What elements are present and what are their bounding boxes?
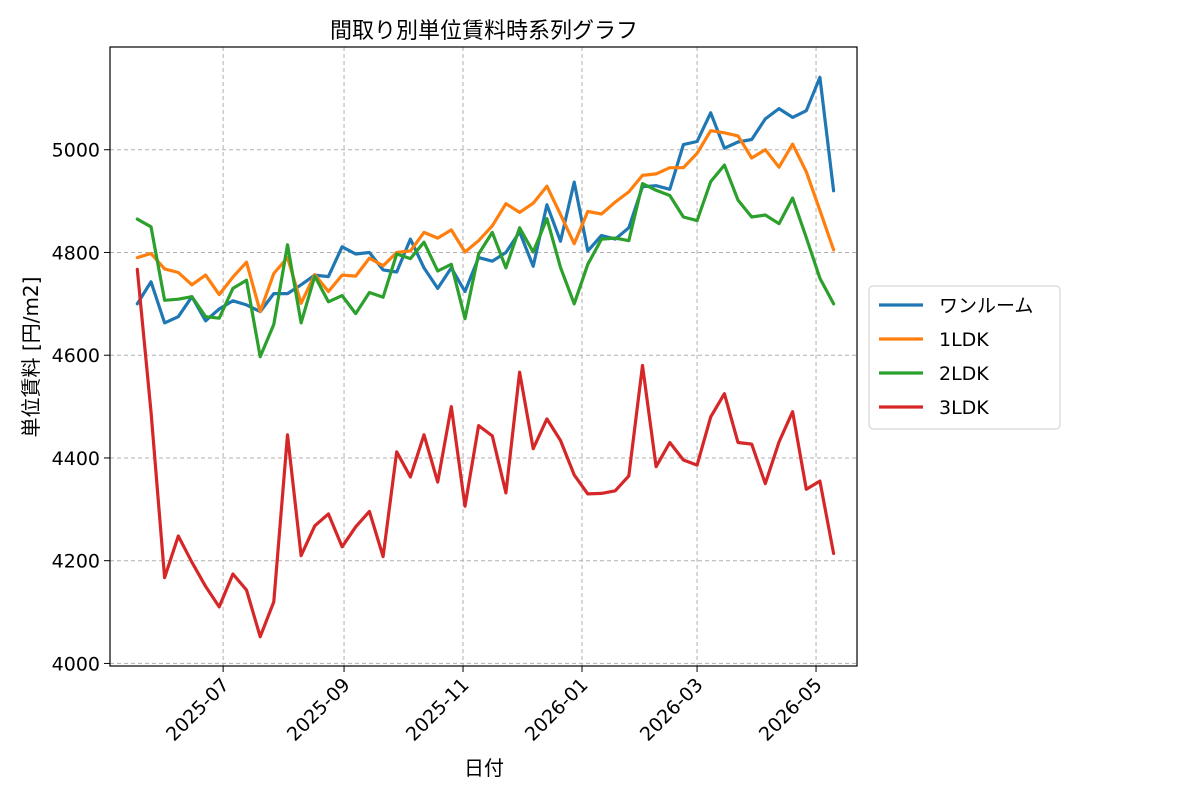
x-tick-label: 2026-05 [755,674,827,746]
y-tick-label: 4600 [52,345,100,367]
legend-box [868,285,1061,430]
plot-frame [109,46,858,667]
series-line-3 [135,267,836,639]
legend-label: 1LDK [939,329,989,351]
y-axis: 4000 4200 4400 4600 4800 5000 [52,140,110,675]
y-axis-label: 単位賃料 [円/m2] [19,277,43,438]
x-tick-label: 2025-11 [402,674,474,746]
y-tick-label: 4000 [52,653,100,675]
y-tick-label: 4200 [52,551,100,573]
chart-title: 間取り別単位賃料時系列グラフ [330,19,638,44]
y-tick-label: 5000 [52,140,100,162]
series-line-2 [135,163,836,359]
series-line-0 [135,75,836,325]
grid-lines [110,47,857,666]
y-tick-label: 4400 [52,448,100,470]
legend-label: 2LDK [939,363,989,385]
y-tick-label: 4800 [52,242,100,264]
legend-label: 3LDK [939,397,989,419]
series-layer [135,75,836,639]
x-axis-label: 日付 [464,756,504,780]
x-tick-label: 2026-01 [521,674,593,746]
x-axis: 2025-07 2025-09 2025-11 2026-01 2026-03 2026-… [162,666,827,746]
series-line-1 [135,129,836,314]
legend-label: ワンルーム [939,295,1033,317]
legend: ワンルーム 1LDK 2LDK 3LDK [868,285,1061,430]
x-tick-label: 2025-09 [283,674,355,746]
x-tick-label: 2026-03 [636,674,708,746]
x-tick-label: 2025-07 [162,674,234,746]
